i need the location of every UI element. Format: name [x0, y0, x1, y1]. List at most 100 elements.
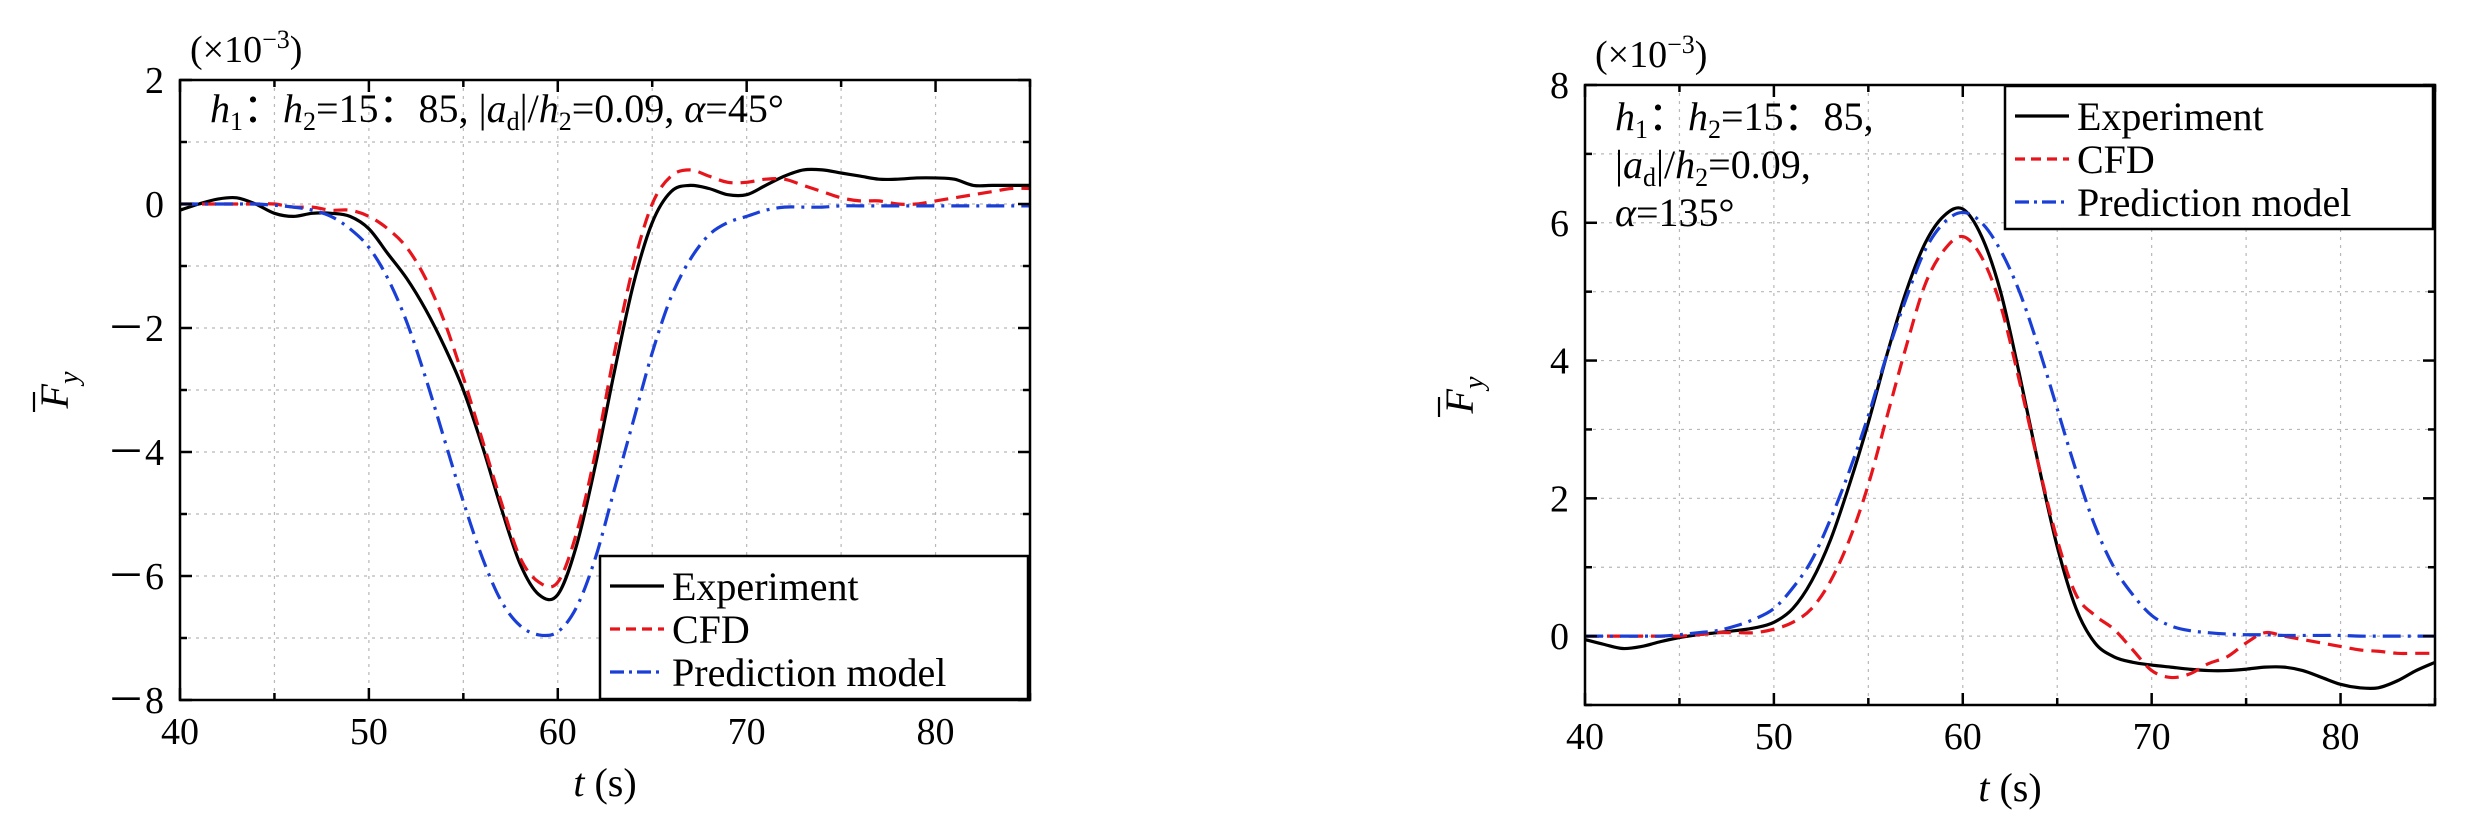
y-axis-label-symbol: F [1437, 388, 1482, 414]
chart-left: 40 50 60 70 80－8－6－4－202(×10−3)t (s)Fyh1：h2=… [32, 25, 1032, 805]
annotation-line: h1：h2=15：85, |ad|/h2=0.09, α=45° [210, 86, 784, 136]
annotation-line-part: ： [1648, 94, 1688, 139]
y-tick-label: －4 [107, 432, 164, 474]
y-axis-label-text: Fy [1437, 376, 1490, 414]
x-tick-label: 40 [161, 711, 199, 753]
y-tick-label: －2 [107, 308, 164, 350]
x-tick-label: 70 [728, 711, 766, 753]
annotation-line: |ad|/h2=0.09, [1615, 142, 1811, 192]
annotation-line-part: 2 [303, 107, 316, 136]
annotation-line-part: a [1623, 142, 1643, 187]
legend-label: Experiment [672, 564, 859, 609]
axis-multiplier: (×10−3) [190, 25, 302, 71]
axis-multiplier-base: (×10 [190, 29, 262, 71]
x-axis-label: t (s) [573, 760, 636, 805]
legend-box [2003, 84, 2435, 231]
y-axis-label: Fy [32, 371, 85, 412]
annotation-line-part: =0.09, [572, 86, 685, 131]
x-tick-label: 40 [1566, 716, 1604, 758]
x-tick-label: 60 [539, 711, 577, 753]
legend-label: CFD [672, 607, 750, 652]
series-lines [1585, 206, 2435, 691]
series-line-experiment [1585, 206, 2435, 691]
annotation-line-part: h [1615, 94, 1635, 139]
y-axis-label: Fy [1437, 376, 1490, 417]
axis-multiplier-close: ) [290, 29, 303, 71]
y-axis-label-symbol: F [32, 383, 77, 409]
annotation-line-part: 2 [559, 107, 572, 136]
annotation-line-part: 1 [1635, 115, 1648, 144]
x-axis-label: t (s) [1978, 765, 2041, 810]
axis-multiplier: (×10−3) [1595, 30, 1707, 76]
annotation-line-part: a [487, 86, 507, 131]
axis-multiplier-exponent: −3 [1667, 30, 1695, 59]
annotation-line-part: =0.09, [1708, 142, 1811, 187]
y-tick-label: －6 [107, 556, 164, 598]
annotation-line-part: =45° [705, 86, 784, 131]
x-tick-label: 80 [2322, 716, 2360, 758]
x-axis-label-unit: (s) [1989, 765, 2041, 810]
annotation-line-part: h [1688, 94, 1708, 139]
annotation-line: h1：h2=15：85, [1615, 94, 1874, 144]
x-tick-label: 50 [350, 711, 388, 753]
series-lines [180, 167, 1030, 638]
annotation-line-part: |/ [520, 86, 540, 131]
y-tick-label: 2 [1550, 478, 1569, 520]
y-tick-label: 0 [145, 184, 164, 226]
annotation-line-part: | [1615, 142, 1623, 187]
tick-labels: 40 50 60 70 80 0 2 4 6 8 [1550, 65, 2360, 758]
x-axis-label-symbol: t [573, 760, 585, 805]
annotation-line-part: α [1615, 190, 1637, 235]
annotation-line-part: α [684, 86, 706, 131]
axis-multiplier-close: ) [1695, 34, 1708, 76]
annotation-line-part: h [283, 86, 303, 131]
annotation-line: α=135° [1615, 190, 1735, 235]
y-axis-label-subscript: y [1459, 376, 1490, 392]
y-axis-label-text: Fy [32, 371, 85, 409]
annotation-line-part: | [479, 86, 487, 131]
legend-label: Experiment [2077, 94, 2264, 139]
y-axis-label-subscript: y [54, 371, 85, 387]
annotation-line-part: h [210, 86, 230, 131]
x-tick-label: 70 [2133, 716, 2171, 758]
y-tick-label: 0 [1550, 616, 1569, 658]
x-tick-label: 60 [1944, 716, 1982, 758]
tick-labels: 40 50 60 70 80 －8 －6 －4 －2 0 2 [107, 60, 955, 753]
annotation-line-part: |/ [1656, 142, 1676, 187]
annotation-line-part: =135° [1636, 190, 1735, 235]
y-tick-label: －8 [107, 680, 164, 722]
annotation-line-part: =15：85, [316, 86, 479, 131]
annotation-line-part: h [539, 86, 559, 131]
y-tick-label: 4 [1550, 341, 1569, 383]
annotation-line-part: d [1643, 163, 1656, 192]
legend-label: CFD [2077, 137, 2155, 182]
x-axis-label-unit: (s) [584, 760, 636, 805]
series-line-prediction-model [180, 202, 1030, 638]
y-tick-label: 6 [1550, 203, 1569, 245]
x-tick-label: 50 [1755, 716, 1793, 758]
series-line-prediction-model [1585, 210, 2435, 638]
annotation-line-part: 2 [1695, 163, 1708, 192]
annotation-line-part: h [1675, 142, 1695, 187]
annotation-line-part: d [507, 107, 520, 136]
x-tick-label: 80 [917, 711, 955, 753]
legend-box [598, 554, 1030, 701]
y-tick-label: 2 [145, 60, 164, 102]
axis-multiplier-base: (×10 [1595, 34, 1667, 76]
annotation-line-part: 2 [1708, 115, 1721, 144]
series-line-cfd [1585, 234, 2435, 680]
series-line-experiment [180, 167, 1030, 602]
annotation-line-part: =15：85, [1721, 94, 1874, 139]
series-line-cfd [180, 168, 1030, 589]
legend-label: Prediction model [672, 650, 946, 695]
x-axis-label-symbol: t [1978, 765, 1990, 810]
y-tick-label: 8 [1550, 65, 1569, 107]
annotation-line-part: ： [243, 86, 283, 131]
legend-label: Prediction model [2077, 180, 2351, 225]
annotation-line-part: 1 [230, 107, 243, 136]
axis-multiplier-exponent: −3 [262, 25, 290, 54]
